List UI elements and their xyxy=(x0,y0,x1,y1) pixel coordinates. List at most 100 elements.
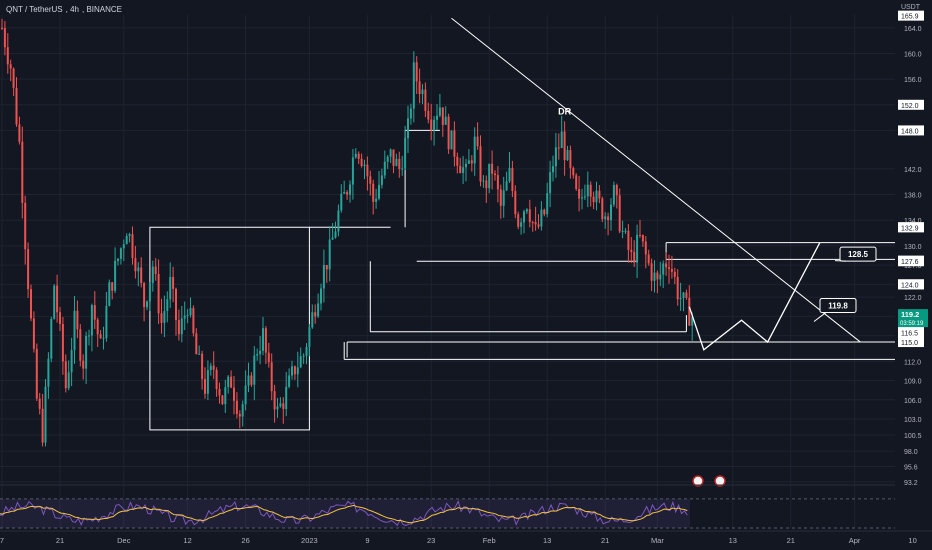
candle-body xyxy=(288,375,291,387)
candle-body xyxy=(61,323,64,362)
candle-body xyxy=(409,108,412,119)
candle-body xyxy=(604,216,607,220)
price-axis: 164.0 160.0 156.0 152.0 148.0 142.0 138.0 134.0… xyxy=(895,0,932,550)
candle-body xyxy=(1,27,3,29)
candle-body xyxy=(218,389,221,396)
candle-body xyxy=(563,131,566,161)
candle-body xyxy=(340,193,343,211)
level-tag-text: 124.0 xyxy=(901,282,919,289)
candle-body xyxy=(407,118,409,139)
time-tick: 21 xyxy=(56,536,64,545)
price-tick: 109.0 xyxy=(904,379,922,386)
level-tag-box xyxy=(898,256,924,267)
level-tag-text: 152.0 xyxy=(901,103,919,110)
rsi-pane: 80.0040.00 xyxy=(0,484,932,529)
candle-body xyxy=(56,285,59,313)
candle-body xyxy=(366,164,369,177)
candle-body xyxy=(24,202,27,250)
candle-body xyxy=(209,365,212,371)
candle-body xyxy=(433,119,436,131)
candle-body xyxy=(421,89,424,95)
candle-body xyxy=(494,173,496,176)
candle-body xyxy=(53,285,56,319)
callout-128-5-pointer xyxy=(834,260,847,262)
candle-body xyxy=(177,320,180,335)
time-tick: 21 xyxy=(787,536,795,545)
candle-body xyxy=(267,352,270,363)
time-tick: Mar xyxy=(651,536,664,545)
current-price-tag xyxy=(898,309,928,328)
candle-body xyxy=(685,292,688,298)
candle-body xyxy=(102,338,105,340)
candle-body xyxy=(496,175,499,190)
interval-label: 4h xyxy=(70,5,79,14)
candle-body xyxy=(238,413,241,417)
price-tick: 134.0 xyxy=(904,218,922,225)
candle-body xyxy=(586,184,589,197)
dr-label: DR xyxy=(558,106,571,116)
candle-body xyxy=(517,214,520,227)
candle-body xyxy=(583,196,586,198)
candle-body xyxy=(192,308,195,334)
candle-body xyxy=(615,184,618,196)
price-tick: 103.0 xyxy=(904,417,922,424)
candle-body xyxy=(465,163,467,168)
candle-body xyxy=(653,272,656,281)
candle-body xyxy=(328,239,331,270)
candle-body xyxy=(183,315,186,319)
candle-body xyxy=(575,175,578,190)
candle-body xyxy=(691,317,694,326)
time-tick: 10 xyxy=(908,536,916,545)
candle-body xyxy=(453,130,456,157)
candle-body xyxy=(372,183,375,202)
candle-body xyxy=(647,254,650,264)
candle-body xyxy=(523,211,525,223)
candle-body xyxy=(610,204,612,221)
unit-label: USDT xyxy=(900,4,920,11)
candle-body xyxy=(93,305,96,320)
candle-body xyxy=(21,141,24,203)
candle-body xyxy=(32,318,35,349)
level-tag-box xyxy=(898,327,924,338)
candle-body xyxy=(227,376,230,388)
candle-body xyxy=(682,292,685,298)
time-tick: 2023 xyxy=(301,536,318,545)
callout-119-8: 119.8 xyxy=(813,297,857,322)
candle-body xyxy=(505,181,508,191)
candle-body xyxy=(424,89,427,111)
candle-body xyxy=(88,335,90,337)
time-tick: 23 xyxy=(427,536,435,545)
level-tag-box xyxy=(898,279,924,290)
candle-body xyxy=(175,288,177,321)
candle-body xyxy=(41,408,44,443)
candle-body xyxy=(618,195,621,232)
candle-body xyxy=(247,375,250,386)
candle-body xyxy=(395,158,398,166)
candle-body xyxy=(546,193,549,215)
candle-body xyxy=(262,328,264,351)
event-flag-icon xyxy=(714,475,726,487)
candle-body xyxy=(351,157,354,185)
candle-body xyxy=(624,230,627,232)
candle-body xyxy=(131,234,134,259)
time-axis: 7 21 Dec 12 26 2023 9 23 Feb 13 21 Mar 13 21 Apr 10 xyxy=(0,530,932,545)
candle-body xyxy=(633,251,636,263)
candle-body xyxy=(108,282,111,306)
candle-body xyxy=(180,318,183,335)
candle-body xyxy=(172,276,175,289)
candlestick-series xyxy=(1,18,694,447)
rsi-ma-line xyxy=(0,504,688,524)
candle-body xyxy=(592,196,595,203)
callout-128-5: 128.5 xyxy=(834,246,877,262)
time-tick: Feb xyxy=(483,536,496,545)
candle-body xyxy=(114,260,117,291)
candle-body xyxy=(189,308,192,316)
candle-body xyxy=(79,329,82,361)
candle-body xyxy=(476,136,479,147)
rsi-band xyxy=(0,498,690,528)
candle-body xyxy=(119,248,122,259)
candle-body xyxy=(143,283,146,308)
candle-body xyxy=(35,348,38,399)
candle-body xyxy=(169,276,172,300)
